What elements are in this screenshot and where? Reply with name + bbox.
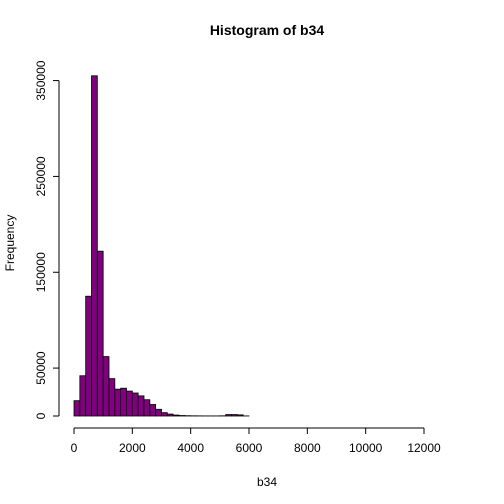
x-tick-label: 12000: [407, 441, 441, 455]
x-tick-label: 4000: [177, 441, 204, 455]
histogram-bar: [149, 404, 157, 417]
x-axis: 0 2000 4000 6000 8000 10000 12000: [71, 427, 441, 455]
x-tick-label: 0: [71, 441, 78, 455]
histogram-bar: [79, 375, 87, 417]
histogram-bar: [126, 390, 133, 417]
y-tick-label: 250000: [34, 156, 48, 196]
histogram-bar: [120, 387, 127, 417]
histogram-bar: [102, 356, 110, 417]
histogram-bar: [85, 295, 92, 417]
histogram-bar: [108, 378, 116, 417]
y-axis-label: Frequency: [3, 215, 17, 272]
histogram-bar: [236, 414, 244, 417]
histogram-bar: [137, 395, 145, 417]
histogram-bar: [143, 399, 151, 417]
histogram-bar: [131, 392, 139, 417]
chart-title: Histogram of b34: [210, 22, 325, 38]
histogram-bar: [155, 408, 162, 417]
histogram-bar: [166, 413, 174, 417]
y-tick-label: 350000: [34, 60, 48, 100]
y-tick-label: 50000: [34, 351, 48, 385]
y-tick-label: 0: [34, 412, 48, 419]
histogram-bar: [73, 400, 81, 417]
histogram-bar: [114, 388, 122, 417]
histogram-bar: [91, 75, 98, 417]
x-axis-label: b34: [257, 475, 277, 489]
x-tick-label: 10000: [349, 441, 383, 455]
x-tick-label: 6000: [236, 441, 263, 455]
histogram-bar: [225, 414, 232, 417]
histogram-bar: [161, 412, 168, 417]
y-tick-label: 150000: [34, 252, 48, 292]
y-axis: 0 50000 150000 250000 350000: [34, 60, 60, 419]
x-tick-label: 2000: [119, 441, 146, 455]
bars-group: [73, 75, 250, 417]
histogram-bar: [172, 414, 180, 417]
histogram-bar: [96, 250, 104, 417]
x-tick-label: 8000: [294, 441, 321, 455]
histogram-bar: [231, 414, 238, 417]
